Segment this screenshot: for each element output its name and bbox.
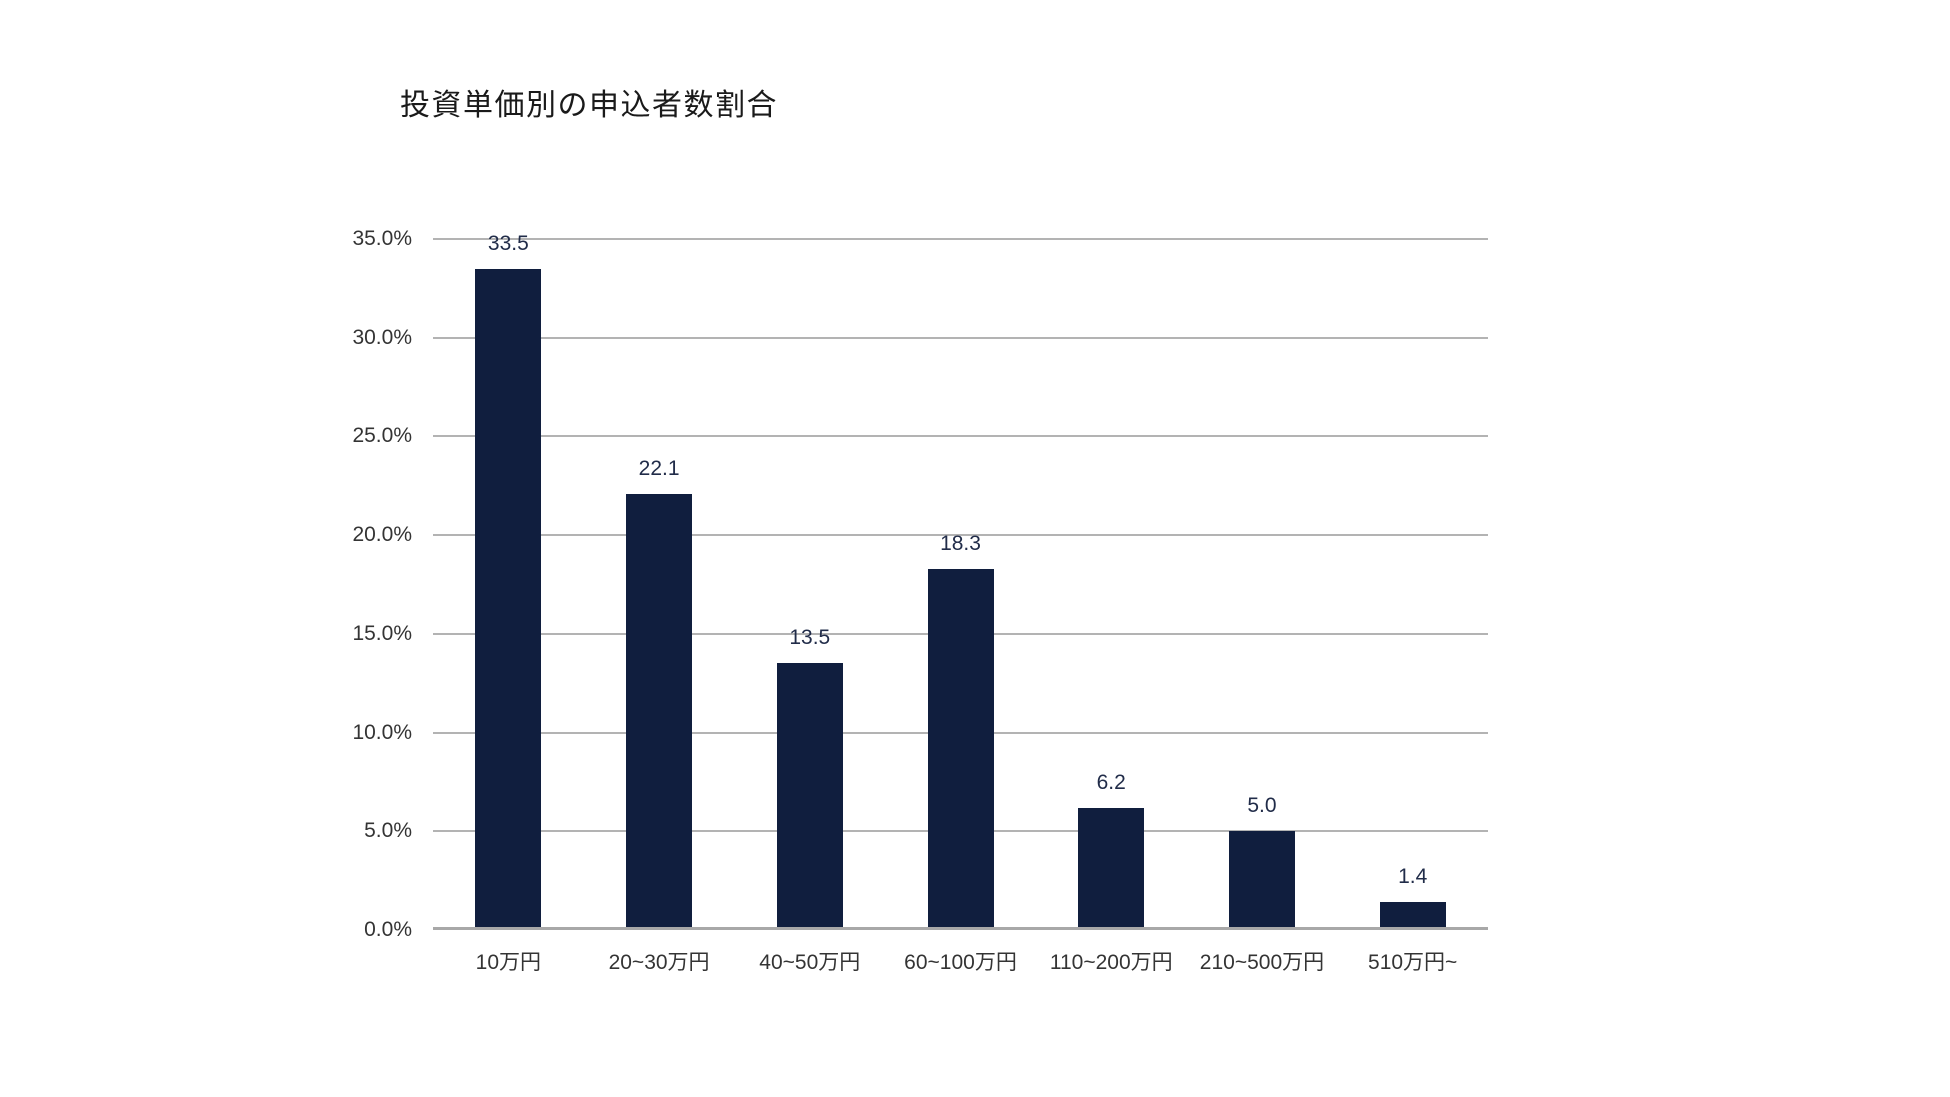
y-axis-tick-label: 15.0% — [352, 621, 412, 645]
bars-row: 33.5 22.1 13.5 18.3 6.2 5.0 1.4 — [433, 232, 1488, 930]
y-axis-tick-label: 5.0% — [364, 819, 412, 843]
y-axis-tick-label: 0.0% — [364, 918, 412, 941]
bar-value-label: 1.4 — [1398, 865, 1428, 889]
bar-slot: 13.5 — [734, 239, 885, 930]
bar-value-label: 18.3 — [940, 531, 981, 555]
bar-slot: 18.3 — [885, 239, 1036, 930]
bar-value-label: 33.5 — [487, 231, 529, 255]
y-axis-labels: 35.0% 30.0% 25.0% 20.0% 15.0% 10.0% 5.0% 0.0% — [0, 227, 412, 941]
plot-area: 33.5 22.1 13.5 18.3 6.2 5.0 1.4 — [433, 232, 1488, 930]
bar-value-label: 13.5 — [789, 626, 831, 650]
bar — [626, 493, 693, 930]
x-axis-category-label: 20~30万円 — [608, 951, 710, 974]
bar-slot: 33.5 — [433, 232, 584, 930]
x-axis-category-label: 10万円 — [475, 951, 542, 974]
gridline — [433, 534, 1488, 537]
y-axis-tick-label: 30.0% — [352, 325, 412, 349]
x-axis-category-label: 510万円~ — [1368, 951, 1458, 974]
gridline — [433, 336, 1488, 339]
y-axis-tick-label: 35.0% — [352, 227, 412, 250]
gridline — [433, 435, 1488, 438]
bar-value-label: 5.0 — [1247, 794, 1277, 818]
x-axis-category-label: 40~50万円 — [759, 951, 861, 974]
chart-title: 投資単価別の申込者数割合 — [400, 89, 778, 122]
x-axis-labels: 10万円 20~30万円 40~50万円 60~100万円 110~200万円 210~5… — [433, 948, 1488, 978]
bar — [1228, 831, 1295, 930]
bar-slot: 5.0 — [1187, 239, 1338, 930]
gridline — [433, 238, 1488, 240]
bar — [1078, 807, 1145, 930]
bar-slot: 1.4 — [1337, 239, 1488, 930]
bar-value-label: 22.1 — [638, 456, 680, 480]
y-axis-tick-label: 25.0% — [352, 424, 412, 448]
bar-slot: 22.1 — [584, 239, 735, 930]
bar-slot: 6.2 — [1036, 239, 1187, 930]
bar — [776, 663, 843, 930]
bar — [927, 568, 994, 930]
y-axis-tick-label: 20.0% — [352, 523, 412, 547]
x-axis-category-label: 110~200万円 — [1049, 951, 1173, 974]
x-axis-category-label: 210~500万円 — [1199, 951, 1325, 974]
bar — [475, 268, 542, 930]
x-axis-baseline — [433, 927, 1488, 930]
y-axis-tick-label: 10.0% — [352, 720, 412, 744]
x-axis-category-label: 60~100万円 — [904, 951, 1017, 974]
bar-value-label: 6.2 — [1096, 770, 1126, 794]
bar — [1379, 902, 1446, 930]
